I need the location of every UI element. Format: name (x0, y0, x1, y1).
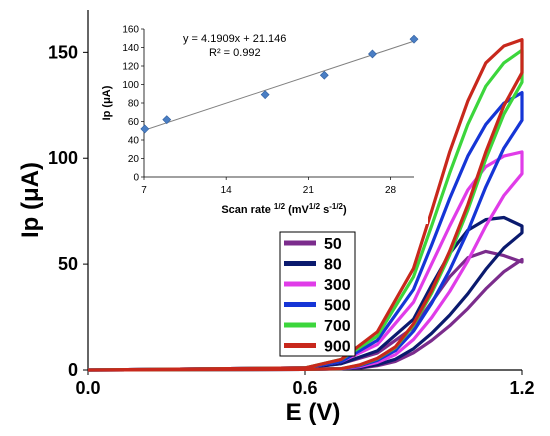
legend-label: 50 (324, 236, 342, 253)
legend-label: 300 (324, 277, 351, 294)
inset-trendline (143, 40, 415, 131)
y-tick-label: 0 (68, 360, 78, 380)
inset-y-tick-label: 100 (122, 80, 139, 91)
legend-label: 700 (324, 318, 351, 335)
inset-y-tick-label: 120 (122, 62, 139, 73)
inset-data-point (140, 124, 150, 134)
inset-equation: y = 4.1909x + 21.146 (183, 33, 286, 45)
series-line-900 (87, 38, 524, 372)
x-tick-label: 0.0 (75, 378, 100, 398)
inset-data-point (319, 70, 329, 80)
inset-data-point (409, 34, 419, 44)
legend-label: 900 (324, 339, 351, 356)
legend-label: 80 (324, 257, 342, 274)
x-axis-label: E (V) (286, 399, 341, 426)
inset-x-tick-label: 14 (221, 185, 233, 196)
inset-plot: 0 20 40 60 80 100 120 140 160 7 14 21 28 Scan rate 1/… (98, 14, 428, 224)
main-plot: 0 50 100 150 0.0 0.6 1.2 E (V) Ip (μA) (17, 10, 535, 426)
legend-box (279, 231, 356, 357)
x-tick-label: 0.6 (292, 378, 317, 398)
inset-y-tick-label: 60 (128, 117, 140, 128)
inset-r-squared: R² = 0.992 (209, 47, 261, 59)
x-tick-label: 1.2 (509, 378, 534, 398)
inset-y-tick-label: 140 (122, 43, 139, 54)
inset-x-tick-label: 21 (303, 185, 315, 196)
inset-data-point (368, 49, 377, 59)
y-tick-label: 100 (48, 148, 78, 168)
inset-x-axis-label: Scan rate 1/2 (mV1/2 s-1/2) (221, 202, 347, 217)
inset-data-point (260, 90, 270, 100)
inset-y-tick-label: 20 (128, 154, 140, 165)
inset-y-tick-label: 80 (128, 99, 140, 110)
y-axis-label: Ip (μA) (17, 162, 44, 238)
inset-y-tick-label: 160 (122, 25, 139, 36)
inset-x-tick-label: 28 (385, 185, 397, 196)
legend: 50 80 300 500 700 900 (279, 231, 356, 357)
inset-y-tick-label: 40 (128, 136, 140, 147)
inset-y-axis-label: Ip (μA) (101, 85, 113, 120)
inset-y-tick-label: 0 (133, 173, 139, 184)
inset-x-tick-label: 7 (141, 185, 147, 196)
inset-background (98, 14, 428, 224)
legend-label: 500 (324, 298, 351, 315)
y-tick-label: 50 (58, 254, 78, 274)
inset-data-point (162, 115, 172, 125)
y-tick-label: 150 (48, 42, 78, 62)
